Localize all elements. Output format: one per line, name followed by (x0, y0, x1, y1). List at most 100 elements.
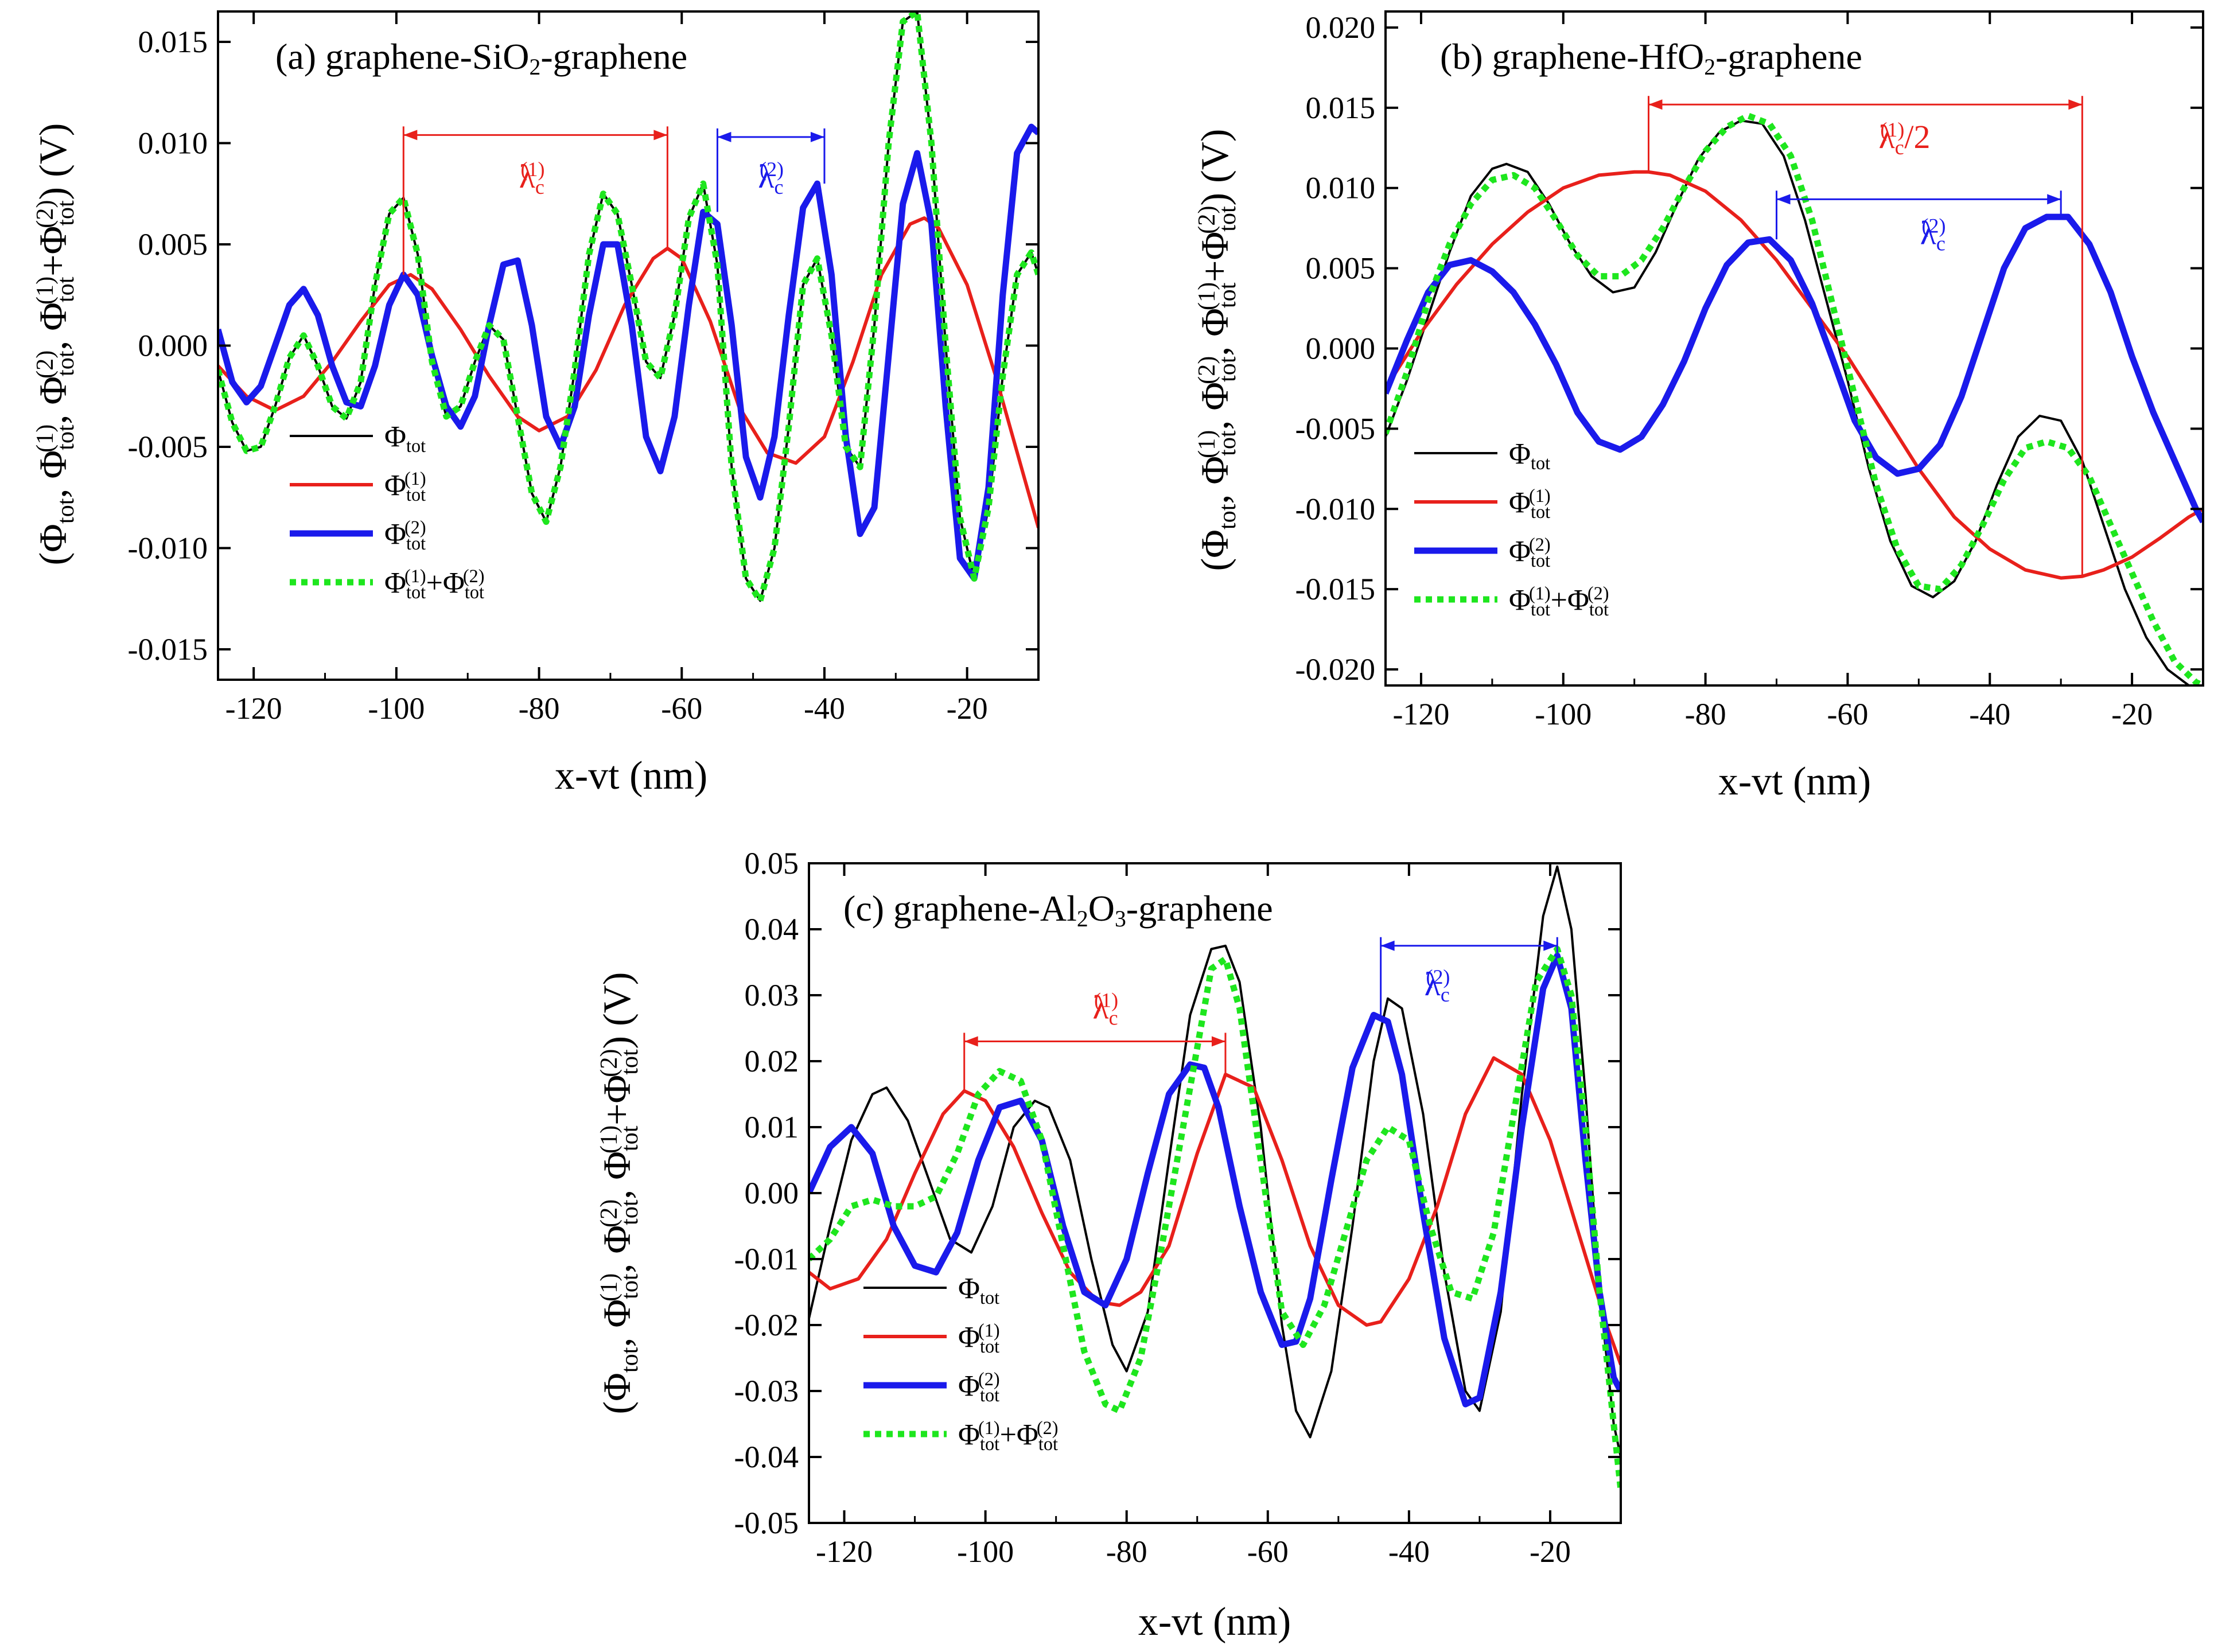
legend-label-phi_tot: Φtot (384, 420, 426, 456)
chart-title: (b) graphene-HfO2-graphene (1440, 36, 1862, 80)
series-line-phi_tot (218, 11, 1038, 602)
y-tick-label: 0.015 (1306, 91, 1376, 125)
y-tick-label: -0.010 (128, 531, 208, 566)
y-axis-label: (Φtot, Φtot(1), Φtot(2), Φtot(1)+Φtot(2)… (31, 123, 79, 566)
annotation-label: λc(2) (758, 158, 784, 198)
series-line-sum (1386, 112, 2203, 685)
y-tick-label: 0.000 (138, 329, 208, 363)
legend-label-phi_tot: Φtot (1509, 438, 1550, 473)
arrow-head (810, 131, 824, 142)
legend-label-phi1: Φtot(1) (1509, 485, 1551, 521)
y-tick-label: -0.01 (734, 1242, 799, 1276)
y-tick-label: -0.05 (734, 1506, 799, 1540)
x-axis-label: x-vt (nm) (1138, 1600, 1291, 1644)
y-tick-label: -0.020 (1295, 652, 1375, 687)
series-line-phi2 (809, 952, 1621, 1408)
legend: Φtot Φtot(1) Φtot(2) Φtot(1)+Φtot(2) (863, 1272, 1058, 1454)
legend-label-phi2: Φtot(2) (958, 1369, 1000, 1405)
y-tick-label: -0.005 (128, 430, 208, 464)
x-tick-label: -80 (519, 691, 560, 726)
legend-label-phi1: Φtot(1) (384, 468, 426, 504)
y-tick-label: -0.005 (1295, 411, 1375, 446)
series-line-phi2 (1386, 213, 2203, 524)
y-tick-label: 0.000 (1306, 332, 1376, 366)
y-tick-label: -0.02 (734, 1308, 799, 1342)
x-tick-label: -100 (368, 691, 425, 726)
chart-title: (a) graphene-SiO2-graphene (275, 36, 687, 80)
arrow-head (1776, 194, 1791, 205)
x-tick-label: -40 (1969, 697, 2010, 731)
x-tick-label: -40 (1388, 1534, 1430, 1569)
legend-label-phi_tot: Φtot (958, 1272, 999, 1308)
legend-label-sum: Φtot(1)+Φtot(2) (384, 566, 484, 602)
x-tick-label: -40 (804, 691, 845, 726)
y-tick-label: -0.015 (1295, 572, 1375, 606)
series-line-phi_tot (1386, 119, 2194, 685)
x-tick-label: -60 (661, 691, 702, 726)
annotation-label: λc(1) (1092, 988, 1118, 1029)
legend-label-sum: Φtot(1)+Φtot(2) (958, 1417, 1058, 1454)
annotation-0: λc(1)/2 (1647, 96, 2083, 576)
y-tick-label: 0.010 (1306, 171, 1376, 205)
y-tick-label: 0.01 (745, 1110, 799, 1144)
arrow-head (1211, 1036, 1225, 1047)
plot-frame (1384, 10, 2204, 687)
y-tick-label: 0.020 (1306, 10, 1376, 45)
x-tick-label: -120 (816, 1534, 873, 1569)
series-line-sum (809, 946, 1621, 1491)
y-axis-label: (Φtot, Φtot(1), Φtot(2), Φtot(1)+Φtot(2)… (1193, 129, 1241, 571)
x-tick-label: -120 (1392, 697, 1449, 731)
y-tick-label: -0.04 (734, 1440, 799, 1474)
x-tick-label: -120 (225, 691, 282, 726)
x-tick-label: -80 (1106, 1534, 1147, 1569)
x-tick-label: -60 (1827, 697, 1868, 731)
y-tick-label: 0.005 (138, 227, 208, 262)
legend-label-phi2: Φtot(2) (1509, 534, 1551, 570)
y-tick-label: -0.015 (128, 632, 208, 667)
annotation-0: λc(1) (402, 126, 668, 275)
annotation-0: λc(1) (963, 988, 1227, 1091)
arrow-head (1648, 99, 1663, 110)
legend-label-phi2: Φtot(2) (384, 517, 426, 553)
arrow-head (1380, 940, 1395, 951)
y-tick-label: 0.00 (745, 1176, 799, 1210)
y-tick-label: -0.010 (1295, 492, 1375, 526)
annotation-1: λc(2) (716, 128, 826, 212)
chart-title: (c) graphene-Al2O3-graphene (843, 888, 1273, 932)
arrow-head (403, 130, 418, 141)
annotation-1: λc(2) (1380, 937, 1558, 1015)
x-tick-label: -20 (947, 691, 988, 726)
y-axis-label: (Φtot, Φtot(1), Φtot(2), Φtot(1)+Φtot(2)… (595, 972, 643, 1415)
series-group (809, 865, 1621, 1491)
x-tick-label: -60 (1247, 1534, 1289, 1569)
x-tick-label: -100 (957, 1534, 1014, 1569)
annotation-1: λc(2) (1776, 190, 2062, 255)
arrow-head (1543, 940, 1558, 951)
y-tick-label: 0.05 (745, 846, 799, 880)
y-tick-label: -0.03 (734, 1374, 799, 1408)
legend-label-sum: Φtot(1)+Φtot(2) (1509, 583, 1609, 619)
annotation-label: λc(1) (519, 158, 545, 198)
arrow-head (2068, 99, 2083, 110)
series-line-phi1 (809, 1056, 1621, 1366)
x-tick-label: -80 (1685, 697, 1726, 731)
x-axis-label: x-vt (nm) (1718, 759, 1871, 804)
series-line-phi_tot (809, 865, 1621, 1458)
y-tick-label: 0.02 (745, 1044, 799, 1078)
arrow-head (2047, 194, 2061, 205)
annotation-label: λc(2) (1920, 215, 1946, 255)
annotation-label: λc(1)/2 (1879, 118, 1931, 159)
y-tick-label: 0.04 (745, 912, 799, 946)
y-tick-label: 0.03 (745, 978, 799, 1012)
x-tick-label: -20 (1530, 1534, 1571, 1569)
arrow-head (653, 130, 668, 141)
series-group (218, 11, 1038, 604)
legend: Φtot Φtot(1) Φtot(2) Φtot(1)+Φtot(2) (1414, 438, 1609, 620)
arrow-head (717, 131, 731, 142)
arrow-head (964, 1036, 978, 1047)
chart-panel-b: λc(1)/2 λc(2) -120 -100 -80 -60 -40 -20 -0.020 -0… (1193, 10, 2204, 804)
y-tick-label: 0.010 (138, 126, 208, 160)
x-axis-label: x-vt (nm) (555, 754, 707, 798)
x-tick-label: -20 (2111, 697, 2153, 731)
